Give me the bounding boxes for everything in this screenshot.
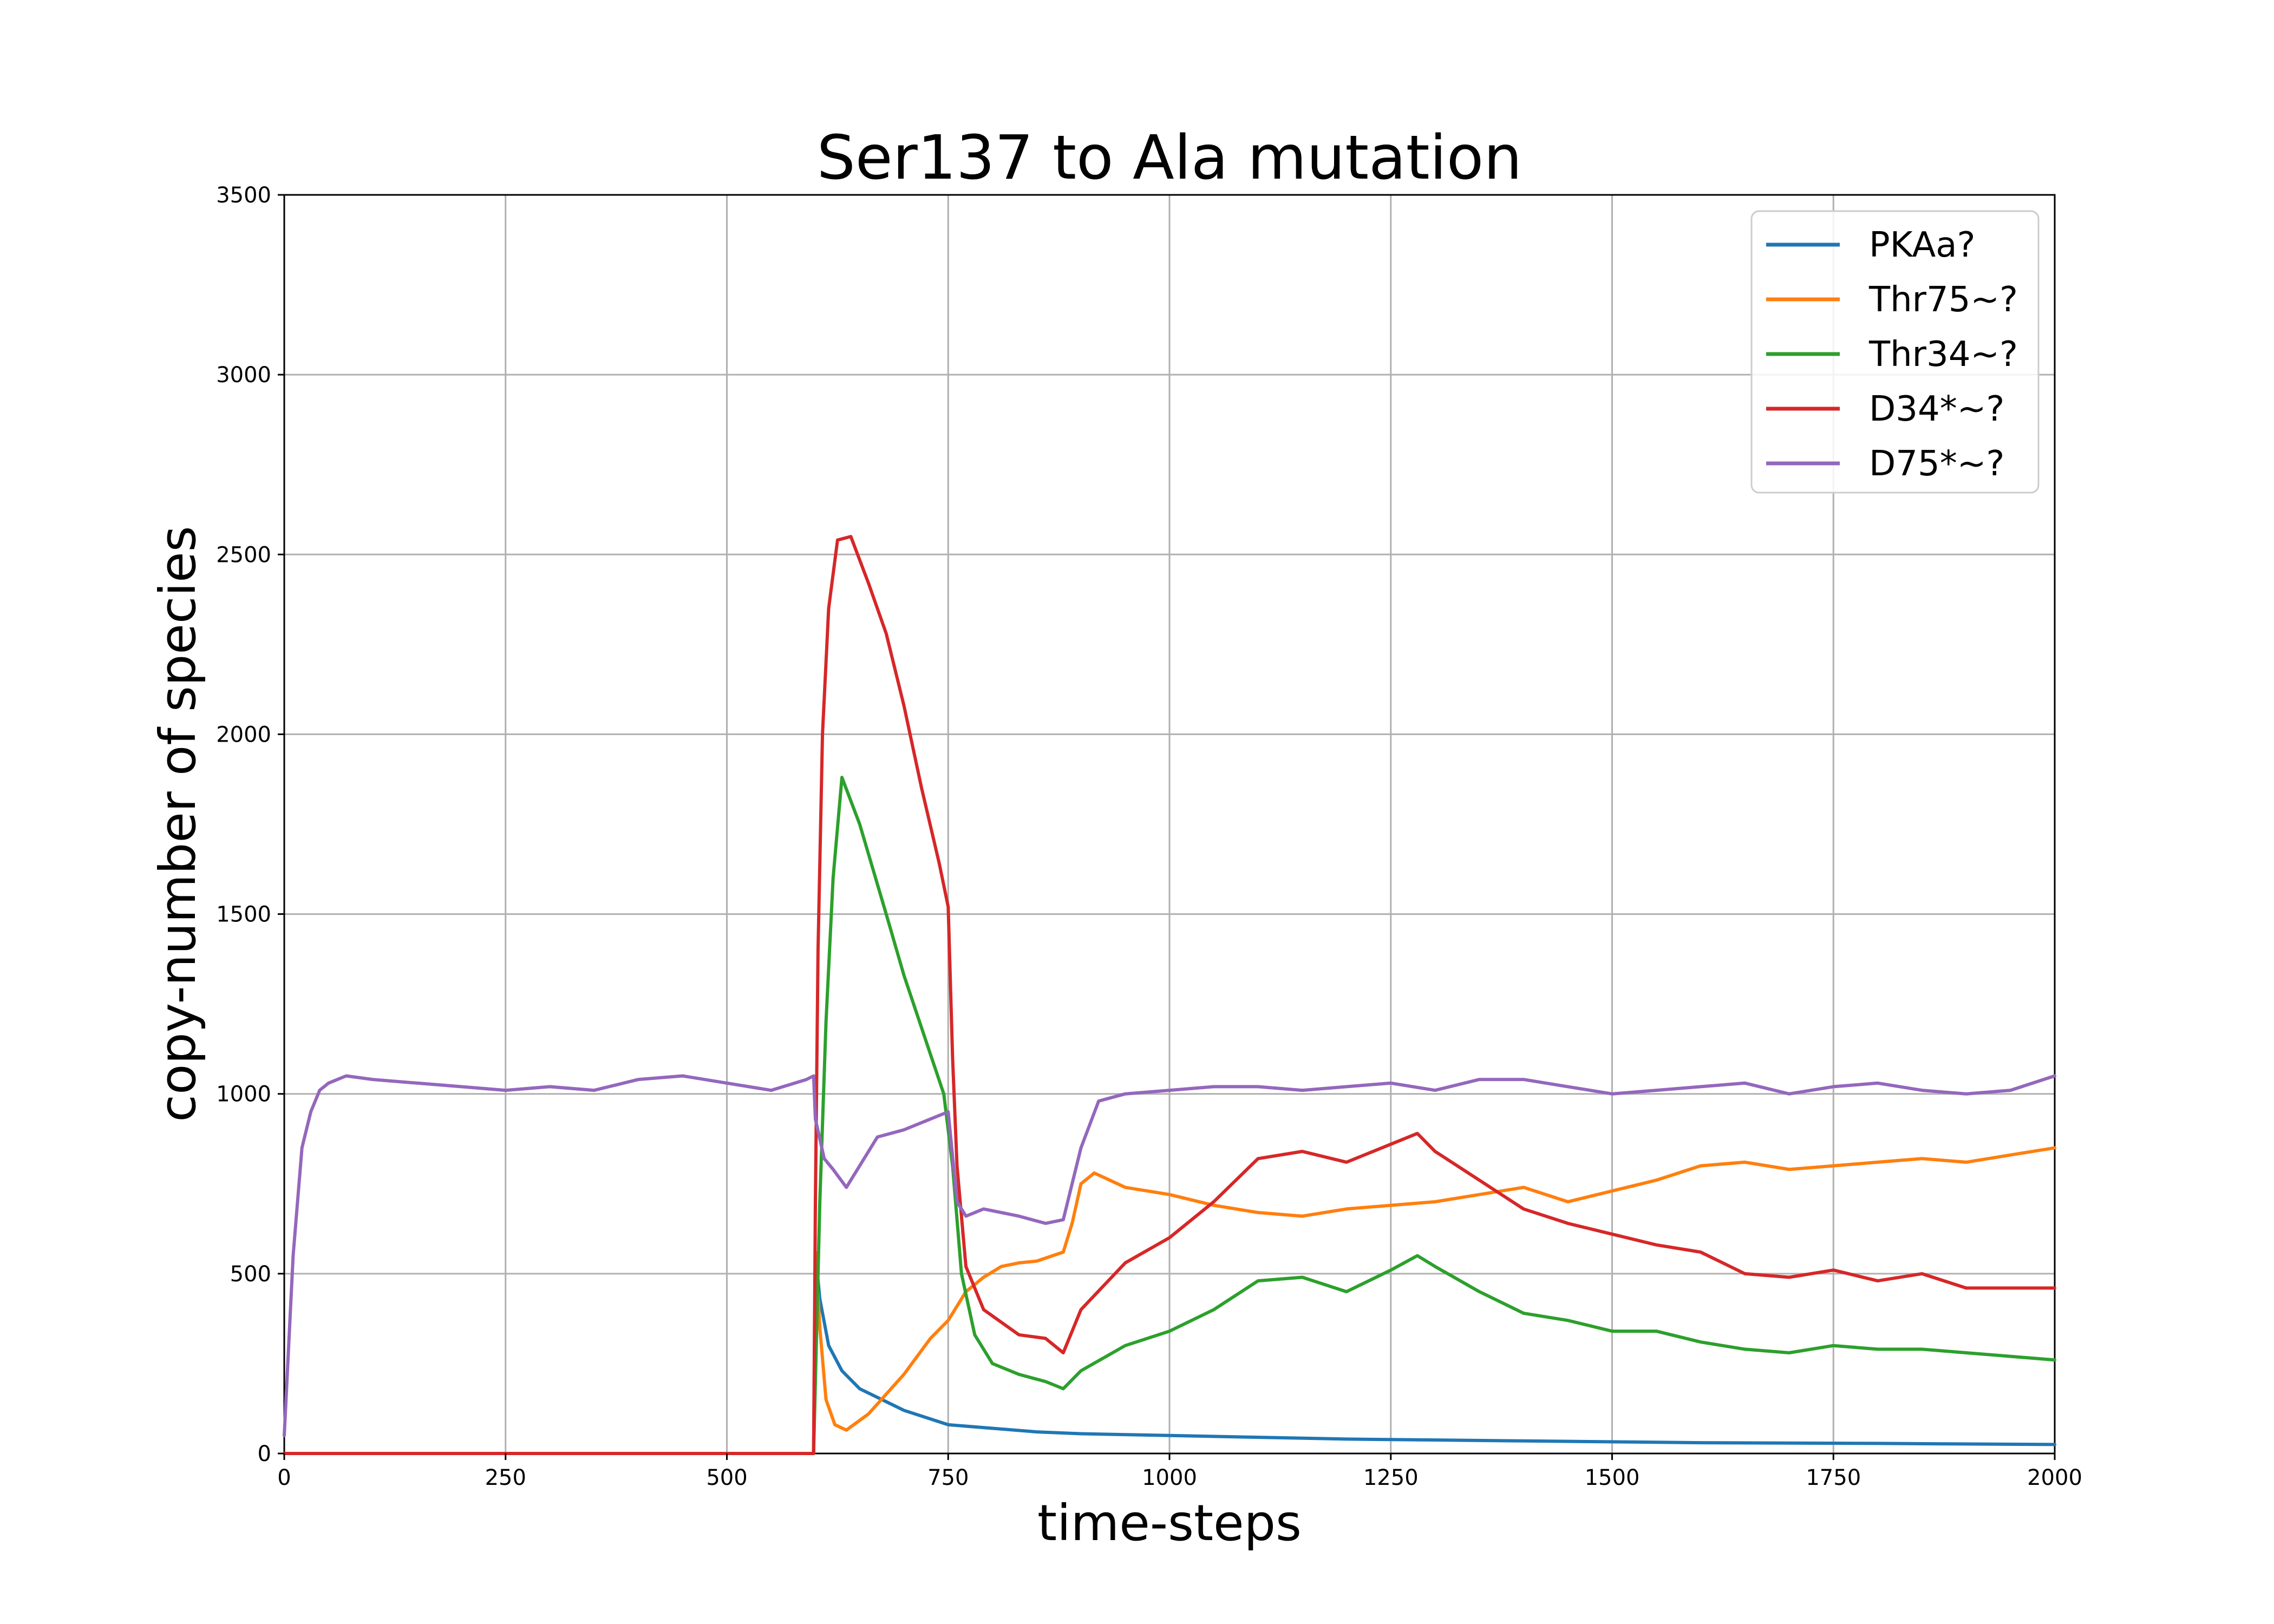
axis-ticks: 0 250 500 750 1000 1250 1500 1750 2000 0 500 1000 15… xyxy=(216,183,2082,1490)
y-tick-label: 3500 xyxy=(216,183,271,208)
y-axis-label: copy-number of species xyxy=(149,526,207,1122)
legend-label: Thr34~? xyxy=(1868,335,2018,375)
x-tick-label: 1500 xyxy=(1585,1465,1640,1490)
x-axis-label: time-steps xyxy=(1037,1494,1302,1552)
y-tick-label: 3000 xyxy=(216,363,271,388)
y-tick-label: 1000 xyxy=(216,1082,271,1107)
x-tick-label: 750 xyxy=(927,1465,969,1490)
x-tick-label: 250 xyxy=(485,1465,526,1490)
chart-title: Ser137 to Ala mutation xyxy=(817,123,1522,193)
series-line-thr75 xyxy=(283,1146,2056,1455)
y-tick-label: 1500 xyxy=(216,902,271,927)
y-tick-label: 2500 xyxy=(216,542,271,567)
legend-label: Thr75~? xyxy=(1868,280,2018,320)
x-tick-label: 2000 xyxy=(2027,1465,2082,1490)
series-line-thr34 xyxy=(283,776,2056,1455)
legend-label: D34*~? xyxy=(1869,389,2004,429)
x-tick-label: 1000 xyxy=(1142,1465,1197,1490)
legend-box xyxy=(1750,210,2040,494)
y-tick-label: 500 xyxy=(230,1262,271,1287)
x-tick-label: 1250 xyxy=(1363,1465,1419,1490)
series-line-d34 xyxy=(283,535,2056,1455)
x-tick-label: 500 xyxy=(706,1465,747,1490)
legend: PKAa? Thr75~? Thr34~? D34*~? D75*~? xyxy=(1750,210,2040,494)
legend-label: D75*~? xyxy=(1869,444,2004,484)
x-tick-label: 0 xyxy=(277,1465,291,1490)
legend-label: PKAa? xyxy=(1869,225,1975,265)
series-line-d75 xyxy=(283,1074,2056,1437)
y-tick-label: 0 xyxy=(258,1442,271,1466)
x-tick-label: 1750 xyxy=(1806,1465,1861,1490)
series-layer xyxy=(283,535,2056,1455)
y-tick-label: 2000 xyxy=(216,722,271,747)
